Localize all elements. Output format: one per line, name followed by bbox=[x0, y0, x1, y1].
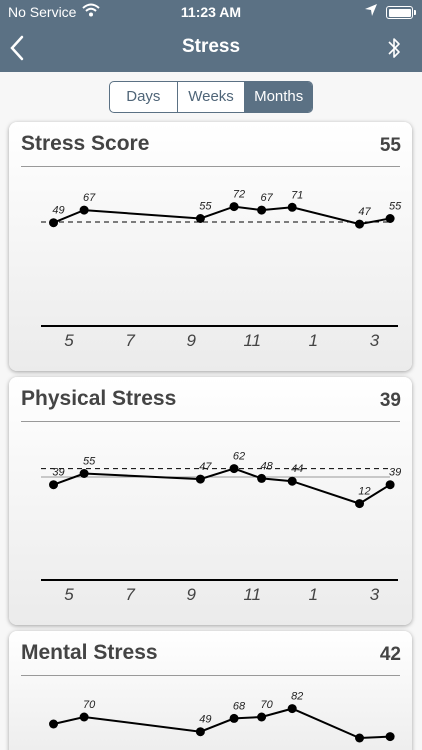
data-point bbox=[257, 712, 267, 722]
x-tick-label: 5 bbox=[64, 585, 74, 604]
series-line bbox=[53, 205, 391, 226]
carrier-label: No Service bbox=[8, 4, 77, 20]
data-label: 71 bbox=[291, 189, 303, 201]
data-label: 48 bbox=[260, 460, 273, 472]
data-label: 47 bbox=[358, 206, 371, 218]
data-point bbox=[257, 205, 267, 215]
segment-weeks[interactable]: Weeks bbox=[178, 82, 246, 112]
data-point bbox=[257, 473, 267, 483]
divider bbox=[21, 421, 400, 422]
wifi-icon bbox=[82, 3, 100, 20]
page-title: Stress bbox=[181, 36, 241, 57]
card-title: Stress Score bbox=[21, 132, 150, 155]
back-chevron-icon[interactable] bbox=[6, 34, 30, 62]
data-point bbox=[195, 727, 205, 737]
x-tick-label: 3 bbox=[370, 585, 380, 604]
x-tick-label: 11 bbox=[243, 585, 261, 604]
segment-months[interactable]: Months bbox=[245, 82, 312, 112]
data-label: 72 bbox=[233, 189, 245, 201]
data-label: 55 bbox=[389, 201, 402, 213]
data-label: 70 bbox=[83, 699, 96, 711]
data-label: 82 bbox=[291, 691, 303, 703]
segment-days[interactable]: Days bbox=[110, 82, 178, 112]
stress-score-card[interactable]: 49 67 55 72 67 71 47 55 5 7 9 11 1 3 Stress Score 55 bbox=[9, 122, 412, 371]
location-arrow-icon bbox=[364, 3, 378, 20]
top-bar: No Service 11:23 AM Stress bbox=[0, 0, 422, 72]
data-label: 12 bbox=[358, 486, 370, 498]
status-bar: No Service 11:23 AM bbox=[0, 0, 422, 24]
x-tick-label: 1 bbox=[309, 585, 318, 604]
navigation-bar: Stress bbox=[0, 24, 422, 72]
data-point bbox=[287, 476, 297, 486]
data-point bbox=[355, 219, 365, 229]
data-point bbox=[79, 469, 89, 478]
card-value: 55 bbox=[379, 135, 401, 156]
x-tick-label: 11 bbox=[243, 331, 261, 350]
series-line bbox=[53, 707, 391, 740]
data-point bbox=[49, 480, 59, 490]
data-label: 47 bbox=[199, 461, 212, 473]
divider bbox=[21, 675, 400, 676]
data-point bbox=[229, 713, 239, 723]
data-point bbox=[195, 474, 205, 484]
card-value: 42 bbox=[379, 644, 401, 665]
battery-icon bbox=[386, 6, 416, 19]
mental-stress-card[interactable]: 70 49 68 70 82 Mental Stress 42 bbox=[9, 631, 412, 750]
series-line bbox=[53, 467, 391, 505]
x-tick-label: 9 bbox=[186, 585, 196, 604]
physical-stress-card[interactable]: 39 55 47 62 48 44 12 39 5 7 9 11 1 3 Physical Stress … bbox=[9, 377, 412, 625]
time-range-segmented-control: Days Weeks Months bbox=[109, 81, 313, 113]
divider bbox=[21, 166, 400, 167]
data-point bbox=[385, 214, 395, 223]
data-point bbox=[355, 733, 365, 743]
data-point bbox=[355, 499, 365, 509]
data-label: 39 bbox=[52, 467, 64, 479]
x-tick-label: 5 bbox=[64, 331, 74, 350]
data-point bbox=[385, 480, 395, 490]
x-tick-label: 3 bbox=[370, 331, 380, 350]
data-point bbox=[287, 704, 297, 714]
card-title: Mental Stress bbox=[21, 641, 158, 664]
data-point bbox=[385, 732, 395, 742]
data-point bbox=[49, 218, 59, 228]
x-tick-label: 9 bbox=[186, 331, 196, 350]
x-tick-label: 7 bbox=[125, 331, 135, 350]
data-label: 39 bbox=[389, 467, 401, 479]
data-label: 49 bbox=[199, 714, 211, 726]
card-value: 39 bbox=[379, 390, 401, 411]
x-tick-label: 1 bbox=[309, 331, 318, 350]
data-label: 68 bbox=[233, 700, 246, 712]
card-title: Physical Stress bbox=[21, 387, 177, 410]
data-label: 67 bbox=[260, 192, 273, 204]
data-label: 44 bbox=[291, 463, 303, 475]
data-label: 55 bbox=[83, 456, 96, 468]
data-label: 62 bbox=[233, 451, 245, 463]
data-label: 67 bbox=[83, 192, 96, 204]
data-label: 70 bbox=[260, 699, 273, 711]
data-label: 49 bbox=[52, 205, 64, 217]
data-point bbox=[49, 719, 59, 729]
data-point bbox=[79, 205, 89, 215]
bluetooth-icon[interactable] bbox=[386, 36, 402, 65]
clock: 11:23 AM bbox=[180, 4, 242, 20]
data-point bbox=[79, 712, 89, 722]
data-point bbox=[195, 214, 205, 223]
data-point bbox=[287, 202, 297, 212]
data-label: 55 bbox=[199, 201, 212, 213]
data-point bbox=[229, 464, 239, 474]
x-tick-label: 7 bbox=[125, 585, 135, 604]
mental-stress-chart: 70 49 68 70 82 bbox=[49, 691, 395, 743]
data-point bbox=[229, 202, 239, 212]
